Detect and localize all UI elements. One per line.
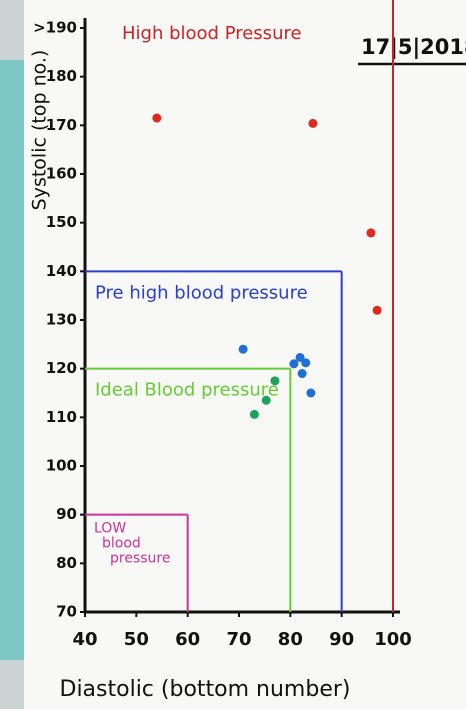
- y-tick-label: 160: [46, 165, 77, 183]
- y-tick-label: 70: [56, 603, 77, 621]
- y-tick-label: 110: [46, 408, 77, 426]
- zone-label: blood: [102, 536, 141, 552]
- y-tick-label: 100: [46, 457, 77, 475]
- x-tick-label: 70: [226, 629, 251, 650]
- y-tick-label: 90: [56, 505, 77, 523]
- point: [239, 345, 248, 354]
- point: [306, 389, 315, 398]
- point: [301, 358, 310, 367]
- zone-label: High blood Pressure: [122, 23, 302, 44]
- point: [152, 114, 161, 123]
- point: [373, 306, 382, 315]
- x-tick-label: 80: [278, 629, 303, 650]
- y-tick-label: >190: [33, 19, 77, 37]
- chart-title: 17|5|2018: [361, 35, 466, 60]
- x-tick-label: 90: [329, 629, 354, 650]
- x-tick-label: 40: [72, 629, 97, 650]
- point: [270, 376, 279, 385]
- y-tick-label: 170: [46, 116, 77, 134]
- chart: 17|5|2018 Systolic (top no.) Diastolic (…: [0, 0, 466, 709]
- y-tick-label: 150: [46, 213, 77, 231]
- x-tick-label: 100: [374, 629, 412, 650]
- page: 17|5|2018 Systolic (top no.) Diastolic (…: [0, 0, 466, 709]
- y-tick-label: 180: [46, 67, 77, 85]
- whiteboard: [24, 0, 466, 709]
- x-tick-label: 50: [124, 629, 149, 650]
- zone-label: Ideal Blood pressure: [95, 380, 279, 401]
- point: [366, 228, 375, 237]
- x-tick-label: 60: [175, 629, 200, 650]
- y-tick-label: 120: [46, 359, 77, 377]
- point: [298, 369, 307, 378]
- zone-label: LOW: [94, 521, 126, 537]
- y-tick-label: 80: [56, 554, 77, 572]
- point: [250, 410, 259, 419]
- y-tick-label: 140: [46, 262, 77, 280]
- point: [262, 396, 271, 405]
- x-axis-label: Diastolic (bottom number): [60, 677, 351, 702]
- zone-label: Pre high blood pressure: [95, 282, 308, 303]
- frame-accent: [0, 60, 24, 660]
- zone-label: pressure: [110, 551, 170, 567]
- y-tick-label: 130: [46, 311, 77, 329]
- point: [308, 119, 317, 128]
